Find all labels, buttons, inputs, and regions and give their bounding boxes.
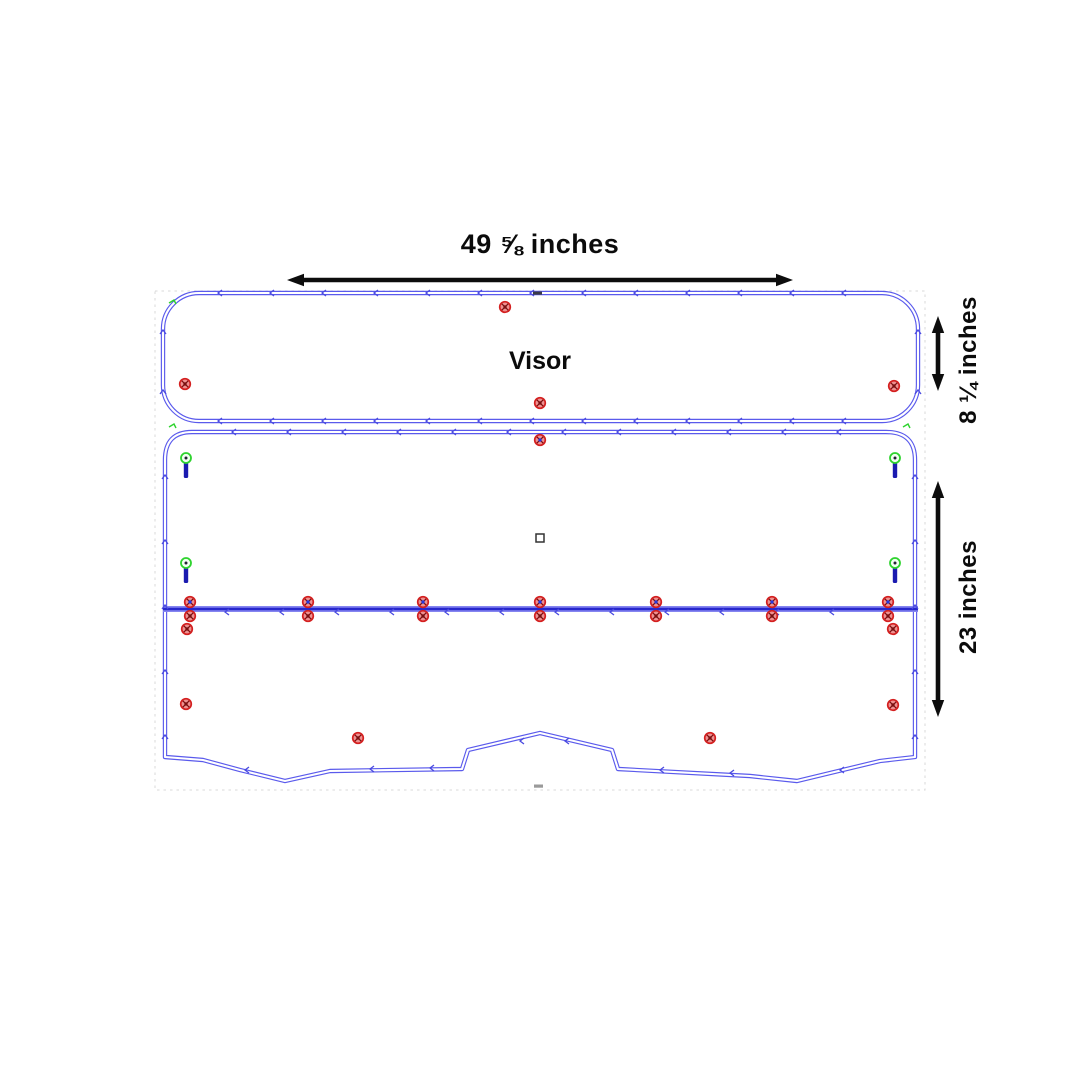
visor-height-dimension-label: 8 ¼ inches [955, 296, 982, 424]
dimension-arrows [287, 273, 945, 717]
path-direction-ticks [159, 289, 922, 777]
panel-height-dimension-label: 23 inches [955, 540, 982, 654]
pin-markers [180, 452, 901, 583]
misc-marks [168, 291, 911, 788]
hole-markers [178, 300, 901, 745]
width-dimension-label: 49 ⅝ inches [461, 229, 620, 259]
part-name-label: Visor [509, 347, 571, 375]
